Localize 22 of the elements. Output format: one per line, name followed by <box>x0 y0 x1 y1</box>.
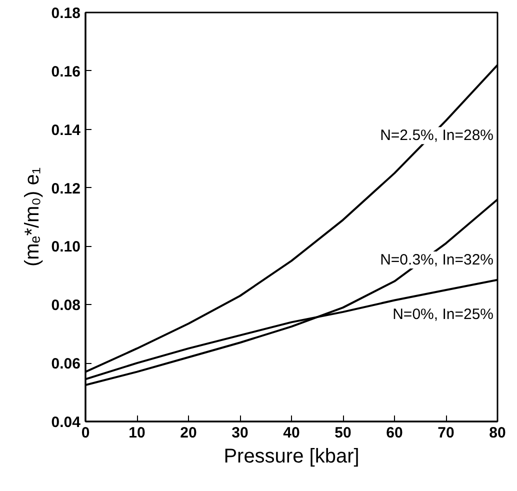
y-tick-label: 0.08 <box>51 297 81 314</box>
y-tick-label: 0.18 <box>51 5 81 22</box>
x-tick-label: 0 <box>81 424 90 442</box>
x-tick-label: 70 <box>438 424 454 442</box>
y-tick-label: 0.14 <box>51 122 82 139</box>
y-tick-label: 0.04 <box>51 414 82 431</box>
x-tick-label: 10 <box>128 424 146 442</box>
x-tick-label: 20 <box>180 424 197 442</box>
y-axis-title: (mₑ*/m₀) e₁ <box>21 167 44 267</box>
x-tick-label: 50 <box>334 424 352 442</box>
x-tick-label: 80 <box>489 424 506 442</box>
y-tick-label: 0.12 <box>51 180 81 198</box>
y-tick-label: 0.10 <box>51 238 81 256</box>
y-tick-label: 0.16 <box>51 63 81 80</box>
series-label: N=0%, In=25% <box>392 306 494 323</box>
x-tick-label: 30 <box>232 424 248 442</box>
series-label: N=0.3%, In=32% <box>380 251 494 268</box>
x-axis-title: Pressure [kbar] <box>224 446 360 468</box>
y-tick-label: 0.06 <box>51 356 81 373</box>
series-label: N=2.5%, In=28% <box>380 127 494 144</box>
x-tick-label: 40 <box>283 424 300 442</box>
x-tick-label: 60 <box>386 424 403 442</box>
